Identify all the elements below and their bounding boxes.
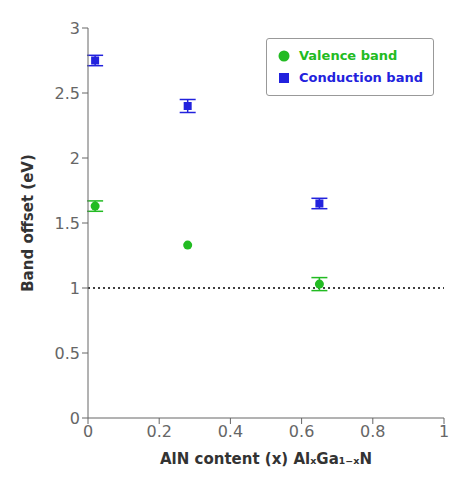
svg-text:1.5: 1.5	[55, 214, 80, 233]
svg-text:0: 0	[70, 409, 80, 428]
svg-text:Band offset (eV): Band offset (eV)	[19, 154, 37, 292]
svg-text:AlN content (x) AlₓGa₁₋ₓN: AlN content (x) AlₓGa₁₋ₓN	[160, 450, 372, 468]
svg-text:0.4: 0.4	[218, 422, 243, 441]
svg-text:0.2: 0.2	[146, 422, 171, 441]
svg-text:0.5: 0.5	[55, 344, 80, 363]
html-text:Conduction band: Conduction band	[299, 70, 423, 85]
svg-text:0: 0	[83, 422, 93, 441]
svg-text:2.5: 2.5	[55, 84, 80, 103]
svg-text:3: 3	[70, 19, 80, 38]
svg-text:0.8: 0.8	[360, 422, 385, 441]
svg-text:2: 2	[70, 149, 80, 168]
svg-text:0.6: 0.6	[289, 422, 314, 441]
svg-text:1: 1	[439, 422, 449, 441]
html-text:Valence band: Valence band	[299, 48, 398, 63]
svg-text:1: 1	[70, 279, 80, 298]
